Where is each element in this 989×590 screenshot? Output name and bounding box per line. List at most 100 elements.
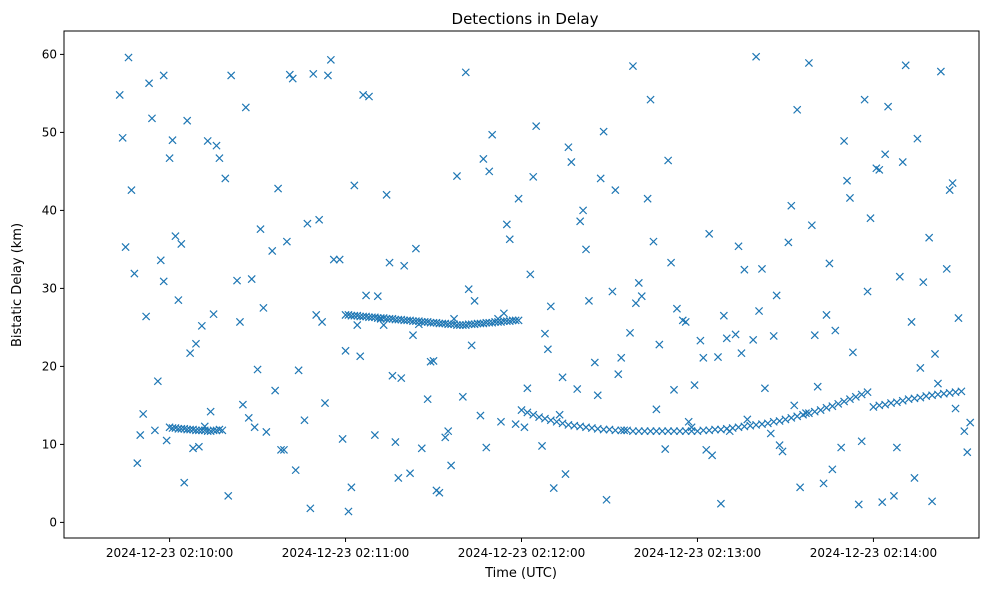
data-point bbox=[722, 334, 731, 343]
data-point bbox=[464, 320, 473, 329]
data-point bbox=[520, 423, 529, 432]
data-point bbox=[857, 437, 866, 446]
data-point bbox=[757, 264, 767, 273]
data-point bbox=[274, 184, 283, 193]
data-point bbox=[561, 470, 570, 479]
y-tick-label: 0 bbox=[49, 515, 57, 529]
data-point bbox=[511, 420, 520, 429]
data-point bbox=[646, 427, 655, 436]
data-point bbox=[567, 158, 576, 167]
data-point bbox=[329, 255, 338, 264]
y-tick-label: 60 bbox=[42, 47, 57, 61]
data-point bbox=[508, 316, 517, 325]
data-point bbox=[470, 296, 479, 305]
data-point bbox=[540, 414, 549, 423]
data-point bbox=[488, 130, 497, 139]
data-point bbox=[725, 427, 734, 436]
data-point bbox=[652, 405, 661, 414]
y-axis-label: Bistatic Delay (km) bbox=[10, 223, 25, 347]
data-point bbox=[801, 409, 810, 418]
data-point bbox=[889, 491, 898, 500]
data-point bbox=[362, 291, 371, 300]
data-point bbox=[787, 413, 796, 422]
data-point bbox=[546, 416, 555, 425]
data-point bbox=[766, 429, 775, 438]
data-point bbox=[244, 413, 253, 422]
data-point bbox=[476, 411, 485, 420]
data-point bbox=[834, 399, 843, 408]
data-point bbox=[209, 310, 218, 319]
data-point bbox=[913, 134, 922, 143]
data-point bbox=[857, 390, 866, 399]
data-point bbox=[341, 346, 350, 355]
data-point bbox=[863, 388, 872, 397]
data-point bbox=[699, 426, 708, 435]
data-point bbox=[347, 483, 356, 492]
data-point bbox=[364, 313, 374, 322]
data-point bbox=[851, 392, 860, 401]
data-point bbox=[593, 391, 602, 400]
data-point bbox=[174, 424, 183, 433]
data-point bbox=[664, 427, 673, 436]
data-point bbox=[464, 285, 473, 294]
data-point bbox=[669, 385, 679, 394]
data-point bbox=[203, 136, 212, 146]
data-point bbox=[247, 275, 256, 284]
data-point bbox=[250, 423, 259, 432]
data-point bbox=[309, 69, 318, 78]
y-tick-label: 20 bbox=[42, 359, 57, 373]
data-point bbox=[740, 265, 749, 274]
data-point bbox=[625, 328, 635, 337]
data-point bbox=[628, 427, 637, 436]
data-point bbox=[775, 416, 784, 426]
data-point bbox=[658, 427, 667, 436]
data-point bbox=[813, 382, 822, 391]
data-point bbox=[878, 498, 887, 507]
data-point bbox=[426, 318, 435, 327]
data-point bbox=[233, 276, 242, 285]
data-point bbox=[925, 233, 934, 242]
data-point bbox=[320, 399, 330, 408]
data-point bbox=[810, 331, 819, 340]
data-point bbox=[397, 374, 406, 383]
data-point bbox=[699, 353, 708, 362]
data-point bbox=[957, 387, 966, 396]
data-point bbox=[373, 292, 382, 301]
data-point bbox=[684, 417, 693, 426]
data-point bbox=[696, 336, 705, 345]
data-point bbox=[687, 423, 696, 432]
data-point bbox=[892, 398, 901, 407]
data-point bbox=[898, 396, 907, 405]
data-point bbox=[514, 194, 523, 203]
data-point bbox=[288, 74, 297, 83]
data-point bbox=[130, 269, 139, 278]
data-point bbox=[749, 335, 758, 344]
data-point bbox=[441, 433, 450, 442]
data-point bbox=[227, 71, 236, 80]
data-point bbox=[640, 427, 649, 436]
data-point bbox=[238, 400, 247, 409]
data-point bbox=[370, 431, 379, 440]
data-point bbox=[702, 445, 711, 454]
data-point bbox=[452, 321, 462, 330]
data-point bbox=[423, 395, 432, 404]
data-point bbox=[772, 291, 781, 300]
data-point bbox=[713, 353, 723, 362]
data-point bbox=[933, 379, 942, 388]
data-point bbox=[951, 404, 960, 413]
data-point bbox=[408, 331, 418, 340]
data-point bbox=[954, 314, 963, 323]
data-point bbox=[919, 278, 928, 287]
data-point bbox=[705, 229, 714, 238]
data-point bbox=[450, 314, 459, 323]
data-point bbox=[690, 381, 699, 390]
data-point bbox=[787, 201, 796, 210]
data-point bbox=[529, 172, 538, 181]
data-point bbox=[391, 315, 400, 324]
data-point bbox=[930, 349, 940, 358]
data-point bbox=[793, 412, 802, 421]
data-point bbox=[253, 365, 262, 374]
data-point bbox=[608, 287, 617, 296]
data-point bbox=[406, 469, 415, 478]
data-point bbox=[496, 417, 505, 426]
